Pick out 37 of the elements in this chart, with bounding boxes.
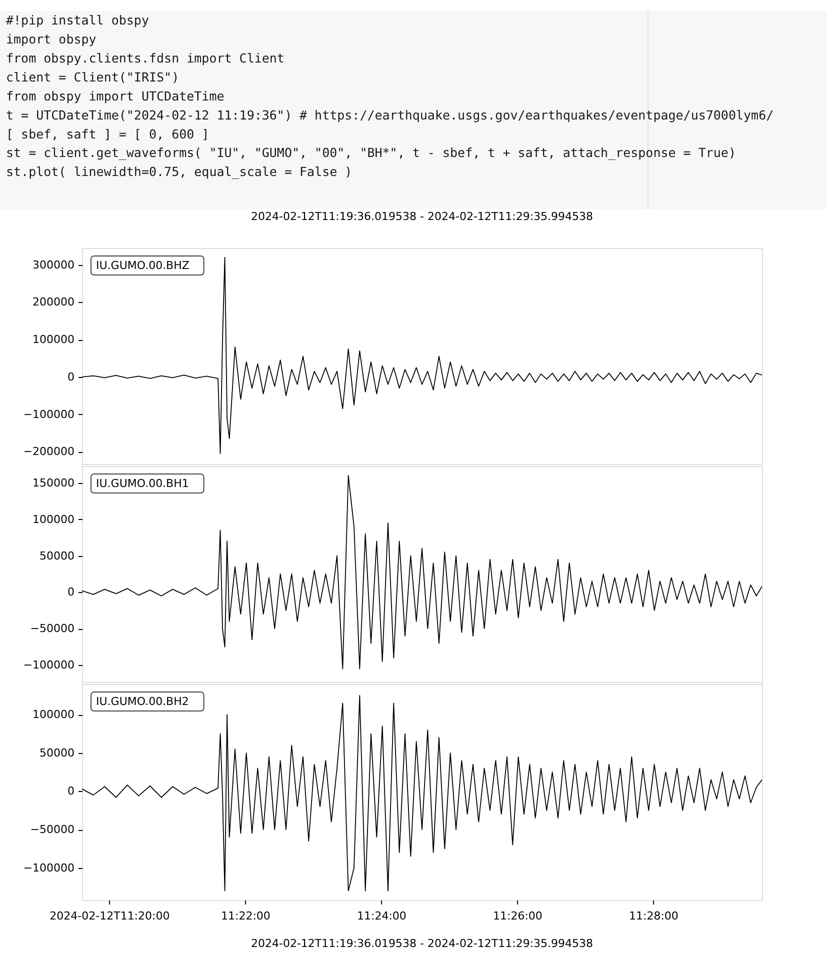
y-tick-label: 0 [68,784,74,798]
text: IU.GUMO.00.BH2 [96,695,189,708]
text: st = client.get_waveforms( "IU", "GUMO", "00", "BH*", t - sbef, t + saft, attach_response = True) [6,145,736,160]
y-tick-label: −100000 [23,658,74,672]
y-tick-label: 100000 [32,708,74,722]
text: [ sbef, saft ] = [ 0, 600 ] [6,126,210,142]
y-tick-label: 300000 [32,258,74,272]
line-series [82,695,762,892]
y-tick-label: 100000 [32,512,74,526]
y-tick-label: −100000 [23,408,74,421]
text: import obspy [6,31,97,46]
x-tick-label: 2024-02-12T11:20:00 [50,910,170,922]
y-tick-label: 100000 [32,333,74,346]
x-tick-label: 11:24:00 [356,910,406,922]
y-tick-label: 150000 [32,476,74,490]
text: 2024-02-12T11:19:36.019538 - 2024-02-12T11:29:35.994538 [250,937,594,950]
y-tick-label: −50000 [30,823,74,836]
y-tick-label: 0 [68,370,74,384]
y-tick-label: −50000 [30,622,74,636]
text: client = Client("IRIS") [6,69,180,84]
text: IU.GUMO.00.BHZ [96,259,190,272]
x-tick-label: 11:22:00 [220,910,270,922]
y-tick-label: 0 [68,586,74,599]
y-tick-label: 50000 [40,746,74,760]
y-tick-label: 200000 [32,296,74,309]
chart-title: 2024-02-12T11:19:36.019538 - 2024-02-12T11:29:35.994538 [250,210,594,223]
y-tick-label: −100000 [23,861,74,874]
text: t = UTCDateTime("2024-02-12 11:19:36") # https://earthquake.usgs.gov/earthquakes/eventpage/us7000lym6/ [6,107,774,122]
x-tick-label: 11:28:00 [628,910,678,922]
text: IU.GUMO.00.BH1 [96,477,189,490]
x-tick-label: 11:26:00 [492,910,542,922]
y-tick-label: 50000 [40,549,74,562]
text: from obspy import UTCDateTime [6,88,224,104]
text: from obspy.clients.fdsn import Client [6,50,284,66]
text: #!pip install obspy [6,12,150,28]
text: st.plot( linewidth=0.75, equal_scale = False ) [6,164,352,180]
y-tick-label: −200000 [23,445,74,458]
